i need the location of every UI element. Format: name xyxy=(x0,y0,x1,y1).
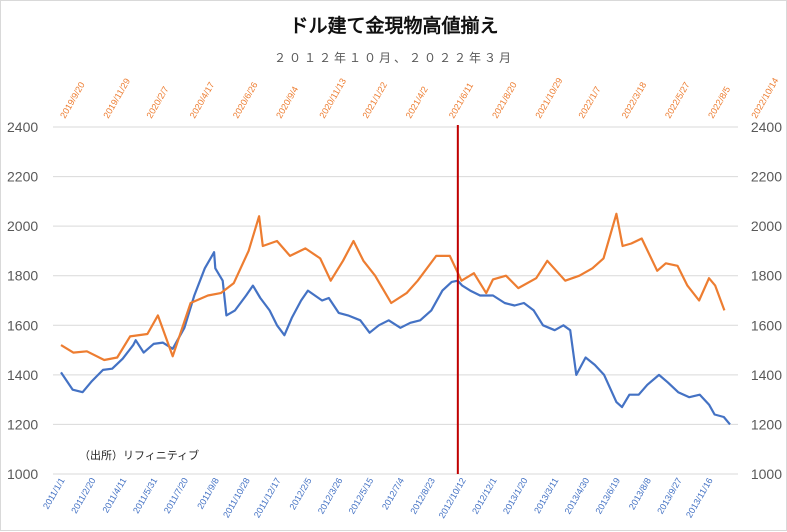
y-tick-label-right: 2000 xyxy=(751,218,782,234)
x-tick-label-bottom: 2013/8/8 xyxy=(627,476,653,511)
y-tick-label-right: 1600 xyxy=(751,317,782,333)
x-tick-label-top: 2022/10/14 xyxy=(749,76,780,120)
source-note: （出所）リフィニティブ xyxy=(79,448,199,462)
x-tick-label-bottom: 2012/3/26 xyxy=(316,476,345,516)
x-tick-label-bottom: 2011/5/31 xyxy=(131,476,159,515)
y-tick-label-right: 1000 xyxy=(751,466,782,482)
x-tick-label-bottom: 2011/10/28 xyxy=(221,476,252,519)
x-tick-label-bottom: 2013/3/11 xyxy=(532,476,560,515)
y-tick-label-right: 1800 xyxy=(751,268,782,284)
y-tick-label-left: 2200 xyxy=(7,169,38,185)
x-tick-label-top: 2021/4/2 xyxy=(404,85,430,120)
x-tick-label-top: 2020/2/7 xyxy=(144,85,170,120)
series-line-top-axis xyxy=(60,212,726,362)
x-tick-label-bottom: 2013/1/20 xyxy=(501,476,530,516)
x-tick-label-bottom: 2012/2/5 xyxy=(287,476,313,511)
x-tick-label-top: 2020/6/26 xyxy=(231,80,260,120)
y-tick-label-left: 1200 xyxy=(7,416,38,432)
x-tick-label-top: 2019/11/29 xyxy=(101,77,132,120)
x-tick-label-top: 2019/9/20 xyxy=(58,80,87,120)
x-tick-label-bottom: 2012/5/15 xyxy=(347,476,376,516)
x-tick-label-top: 2022/1/7 xyxy=(576,85,602,120)
x-tick-label-top: 2022/5/27 xyxy=(663,80,692,120)
y-tick-label-left: 1600 xyxy=(7,317,38,333)
x-tick-label-bottom: 2011/7/20 xyxy=(162,476,190,515)
y-tick-label-left: 2400 xyxy=(7,119,38,135)
x-tick-label-top: 2021/6/11 xyxy=(447,81,475,120)
y-tick-label-right: 1200 xyxy=(751,416,782,432)
y-tick-label-left: 1800 xyxy=(7,268,38,284)
x-tick-label-bottom: 2012/10/12 xyxy=(437,476,468,520)
x-tick-label-bottom: 2011/9/8 xyxy=(195,476,221,511)
y-tick-label-left: 1400 xyxy=(7,367,38,383)
x-tick-label-top: 2022/3/18 xyxy=(620,80,649,120)
x-tick-label-top: 2021/1/22 xyxy=(360,80,389,120)
x-tick-label-bottom: 2013/11/16 xyxy=(684,476,715,519)
y-tick-label-right: 2400 xyxy=(751,119,782,135)
x-tick-label-top: 2021/10/29 xyxy=(533,76,564,120)
chart-title: ドル建て金現物高値揃え xyxy=(289,14,498,37)
chart-subtitle: ２０１２年１０月、２０２２年３月 xyxy=(274,51,514,65)
x-tick-label-bottom: 2013/6/19 xyxy=(593,476,622,516)
x-tick-label-bottom: 2013/9/27 xyxy=(655,476,684,516)
series-line-bottom-axis xyxy=(60,251,731,426)
y-tick-label-right: 1400 xyxy=(751,367,782,383)
x-tick-label-top: 2021/8/20 xyxy=(490,80,519,120)
x-tick-label-bottom: 2013/4/30 xyxy=(563,476,592,516)
x-tick-label-bottom: 2012/12/1 xyxy=(470,476,499,516)
x-tick-label-bottom: 2011/12/17 xyxy=(252,476,283,519)
x-tick-label-bottom: 2011/2/20 xyxy=(69,476,97,515)
x-tick-label-top: 2022/8/5 xyxy=(706,85,732,120)
x-tick-label-top: 2020/9/4 xyxy=(274,85,300,120)
x-tick-label-bottom: 2012/7/4 xyxy=(380,476,406,511)
x-tick-label-top: 2020/11/13 xyxy=(317,77,348,120)
x-tick-label-top: 2020/4/17 xyxy=(188,80,217,120)
x-tick-label-bottom: 2011/4/11 xyxy=(100,476,128,515)
x-tick-label-bottom: 2012/8/23 xyxy=(408,476,437,516)
y-tick-label-left: 2000 xyxy=(7,218,38,234)
y-tick-label-left: 1000 xyxy=(7,466,38,482)
x-tick-label-bottom: 2011/1/1 xyxy=(41,476,67,511)
y-tick-label-right: 2200 xyxy=(751,169,782,185)
